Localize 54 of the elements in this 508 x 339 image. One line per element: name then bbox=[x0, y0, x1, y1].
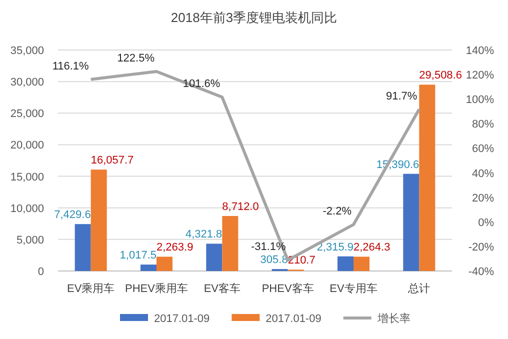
legend-label: 增长率 bbox=[376, 312, 410, 325]
y2-tick-label: 140% bbox=[466, 45, 494, 57]
line-series bbox=[89, 70, 421, 262]
bar bbox=[222, 216, 238, 271]
bar bbox=[90, 170, 107, 271]
data-label: 116.1% bbox=[52, 60, 90, 72]
data-label: 29,508.6 bbox=[419, 70, 462, 82]
y2-tick-label: -20% bbox=[468, 241, 494, 254]
data-label: 91.7% bbox=[386, 90, 418, 102]
data-label: 122.5% bbox=[117, 52, 155, 64]
bar bbox=[338, 256, 354, 271]
y-tick-label: 10,000 bbox=[10, 202, 44, 215]
bar bbox=[140, 264, 156, 271]
x-tick-label: EV乘用车 bbox=[66, 282, 115, 295]
x-tick-label: PHEV客车 bbox=[262, 282, 314, 295]
y2-tick-label: 60% bbox=[472, 143, 494, 156]
y2-tick-label: 80% bbox=[472, 118, 494, 131]
bar bbox=[403, 174, 420, 271]
data-label: 7,429.6 bbox=[54, 209, 91, 222]
data-label: 101.6% bbox=[182, 78, 220, 90]
data-label: 2,315.9 bbox=[316, 241, 354, 254]
legend-label: 2017.01-09 bbox=[266, 313, 322, 325]
x-tick-label: PHEV乘用车 bbox=[125, 282, 188, 295]
data-label: 8,712.0 bbox=[222, 200, 259, 213]
chart-title: 2018年前3季度锂电装机同比 bbox=[170, 10, 338, 25]
y2-tick-label: 120% bbox=[466, 70, 494, 82]
y-tick-label: 35,000 bbox=[10, 45, 44, 57]
data-label: 4,321.8 bbox=[185, 228, 222, 241]
data-label: -31.1% bbox=[250, 241, 286, 254]
x-tick-label: 总计 bbox=[407, 282, 430, 295]
bar bbox=[156, 256, 172, 271]
x-tick-label: EV客车 bbox=[204, 282, 241, 295]
x-tick-label: EV专用车 bbox=[330, 282, 378, 295]
y-tick-label: 20,000 bbox=[10, 140, 44, 152]
y-tick-label: 15,000 bbox=[10, 171, 44, 184]
y2-tick-label: 20% bbox=[472, 192, 494, 204]
y-tick-label: 25,000 bbox=[10, 108, 44, 120]
bar bbox=[74, 224, 91, 271]
y2-tick-label: 0% bbox=[478, 216, 494, 229]
y2-tick-label: -40% bbox=[468, 266, 494, 278]
data-label: 2,264.3 bbox=[354, 242, 390, 254]
data-label: -2.2% bbox=[322, 206, 352, 218]
y2-tick-label: 40% bbox=[472, 168, 494, 180]
data-label: 2,263.9 bbox=[156, 242, 194, 254]
y-tick-label: 30,000 bbox=[10, 76, 44, 89]
bar bbox=[419, 84, 436, 271]
y2-tick-label: 100% bbox=[466, 94, 494, 106]
y-tick-label: 0 bbox=[38, 266, 44, 278]
data-label: 1,017.5 bbox=[120, 250, 156, 262]
legend-label: 2017.01-09 bbox=[154, 313, 210, 325]
bar bbox=[206, 244, 222, 271]
y-tick-label: 5,000 bbox=[16, 234, 44, 246]
bar bbox=[354, 256, 370, 271]
data-label: 16,057.7 bbox=[90, 154, 134, 167]
